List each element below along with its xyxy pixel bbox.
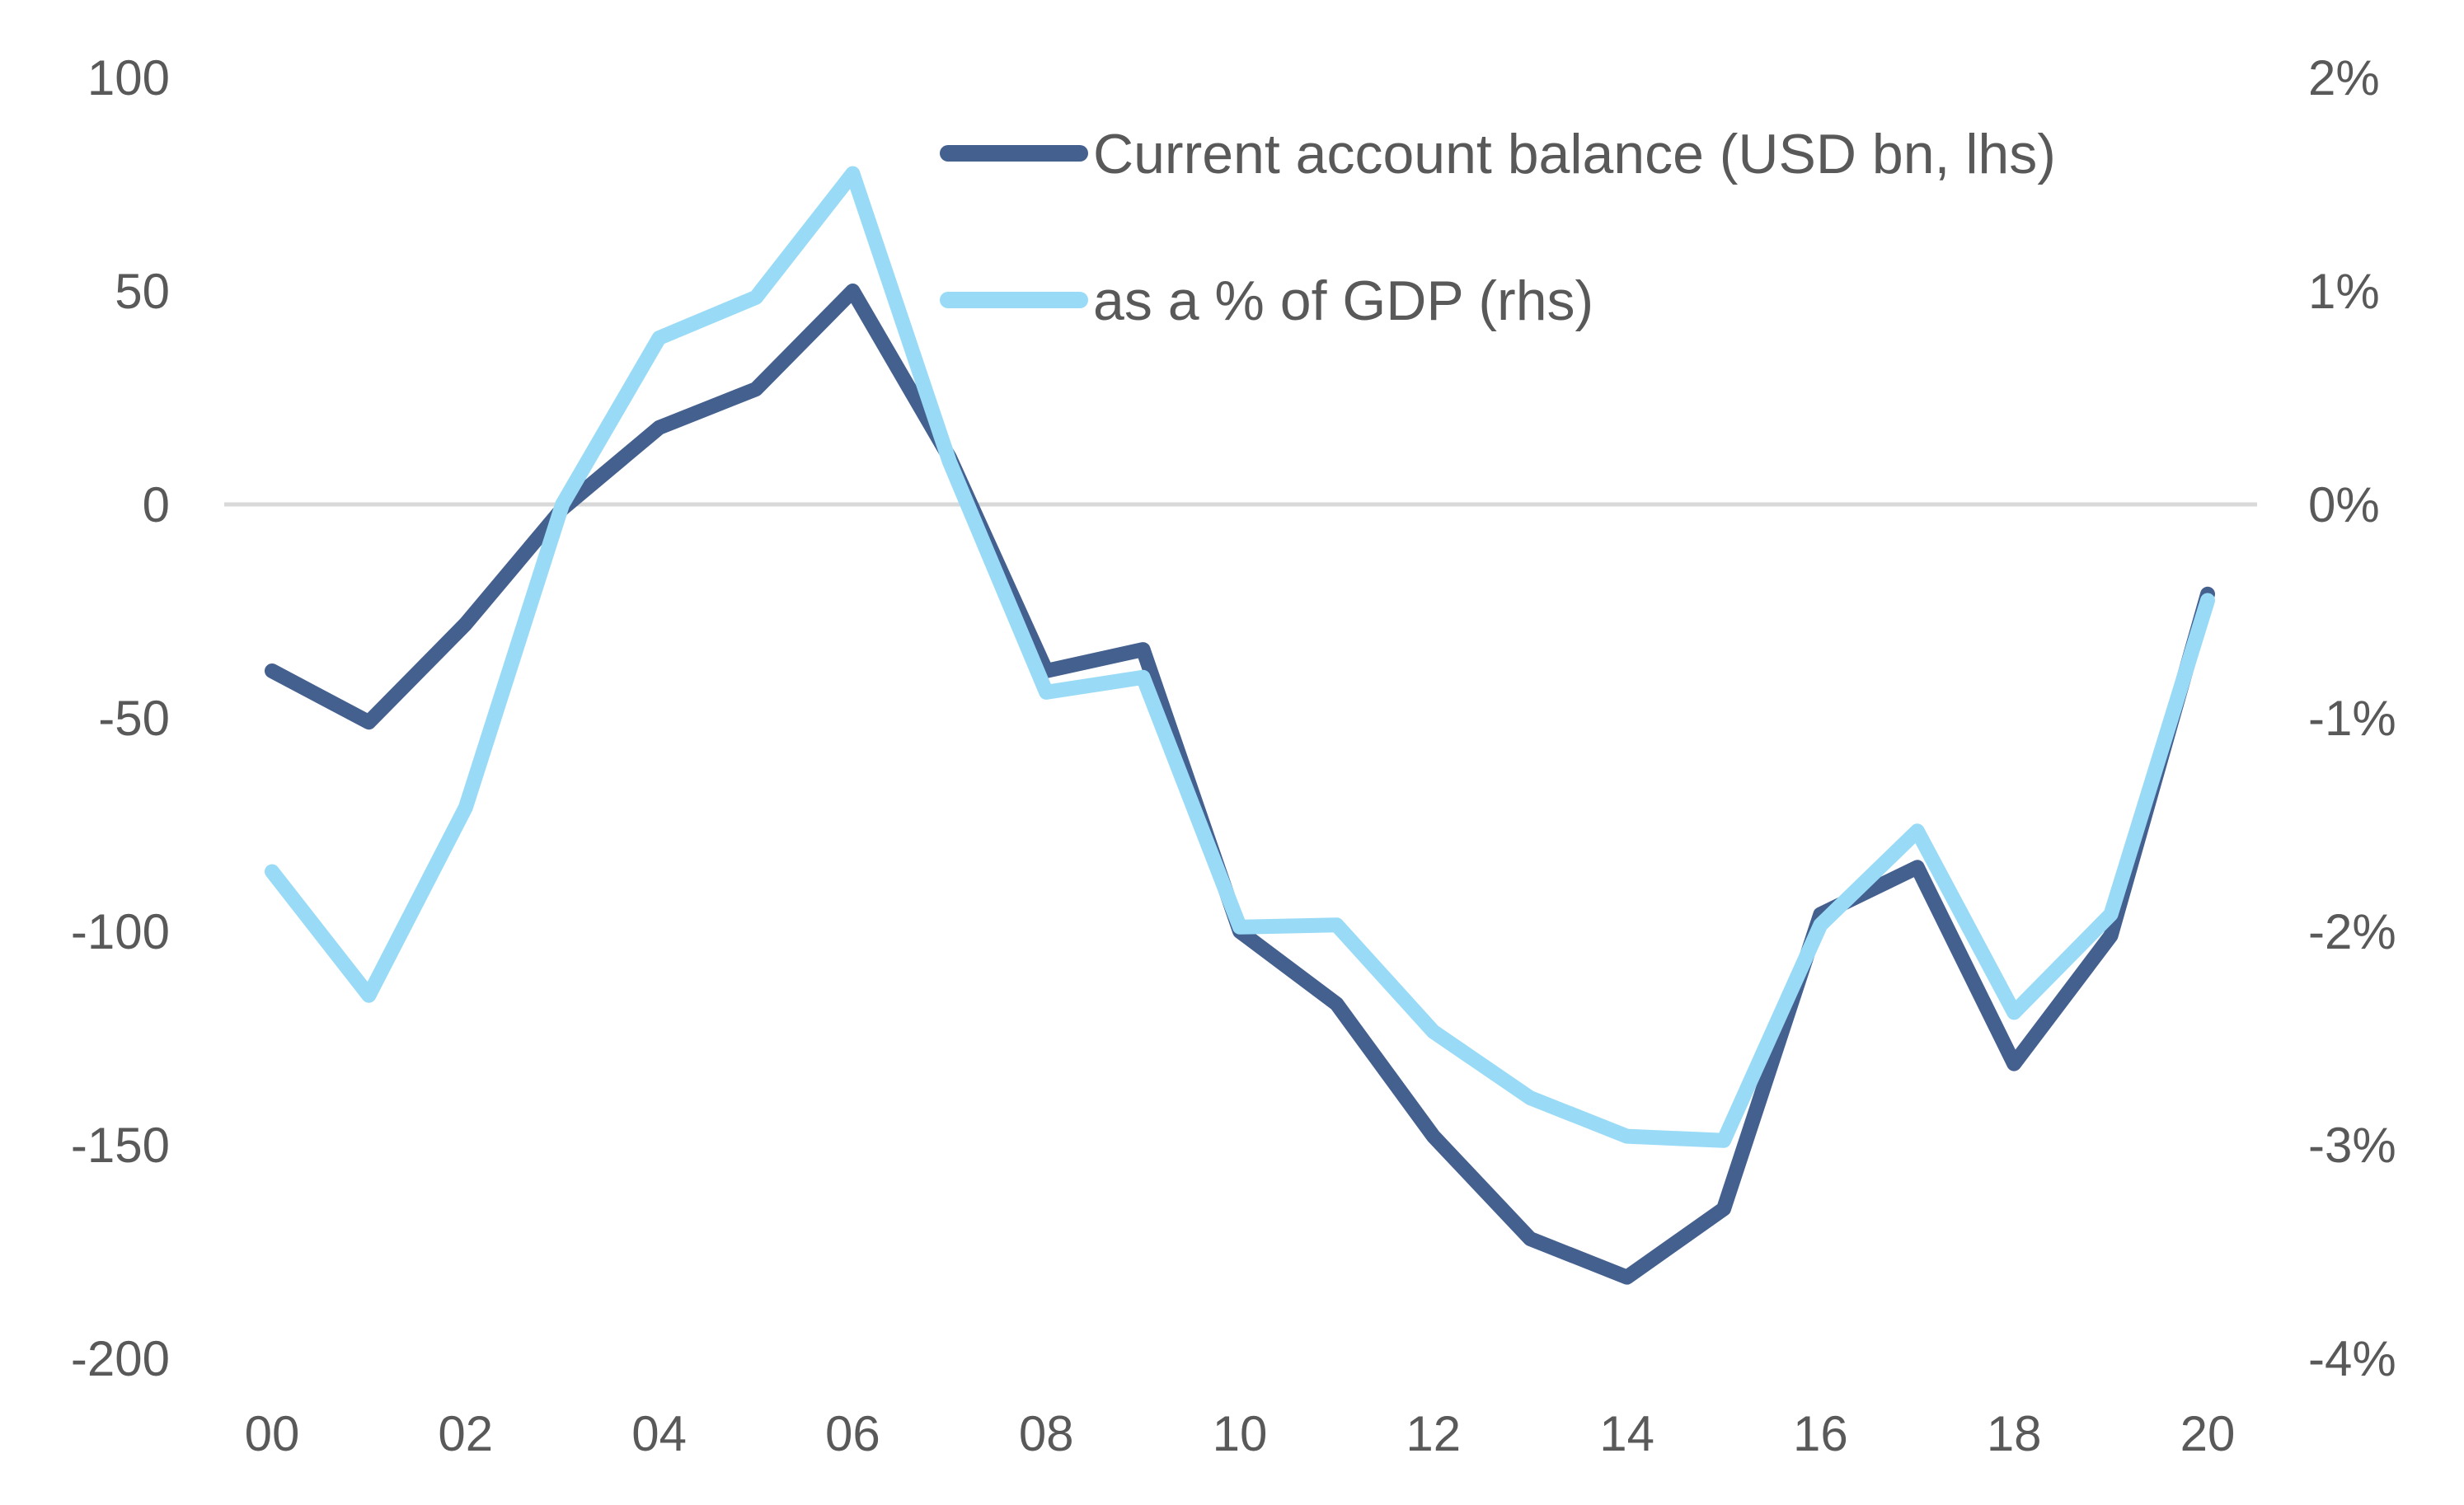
y-right-tick-label: -3% bbox=[2308, 1118, 2396, 1173]
y-axis-right: 2% 1% 0% -1% -2% -3% -4% bbox=[2308, 50, 2396, 1386]
y-left-tick-label: -150 bbox=[71, 1118, 170, 1173]
x-tick-label: 12 bbox=[1406, 1406, 1461, 1461]
x-axis: 00 02 04 06 08 10 12 14 16 18 20 bbox=[245, 1406, 2236, 1461]
series-line-current-account bbox=[265, 284, 2215, 1285]
y-left-tick-label: -100 bbox=[71, 904, 170, 959]
y-right-tick-label: -4% bbox=[2308, 1331, 2396, 1386]
y-left-tick-label: -200 bbox=[71, 1331, 170, 1386]
series-layer bbox=[265, 166, 2215, 1285]
legend: Current account balance (USD bn, lhs) as… bbox=[940, 123, 2056, 332]
y-right-tick-label: -1% bbox=[2308, 691, 2396, 746]
y-right-tick-label: -2% bbox=[2308, 904, 2396, 959]
series-line-gdp-share bbox=[265, 166, 2215, 1148]
y-left-tick-label: 0 bbox=[143, 477, 170, 532]
y-right-tick-label: 1% bbox=[2308, 264, 2380, 319]
y-right-tick-label: 2% bbox=[2308, 50, 2380, 105]
x-tick-label: 04 bbox=[631, 1406, 687, 1461]
x-tick-label: 00 bbox=[245, 1406, 300, 1461]
x-tick-label: 20 bbox=[2180, 1406, 2236, 1461]
x-tick-label: 10 bbox=[1213, 1406, 1268, 1461]
x-tick-label: 08 bbox=[1019, 1406, 1074, 1461]
y-axis-left: 100 50 0 -50 -100 -150 -200 bbox=[71, 50, 170, 1386]
y-left-tick-label: 50 bbox=[115, 264, 170, 319]
x-tick-label: 02 bbox=[438, 1406, 493, 1461]
legend-label-current-account: Current account balance (USD bn, lhs) bbox=[1093, 123, 2056, 185]
y-right-tick-label: 0% bbox=[2308, 477, 2380, 532]
y-left-tick-label: -50 bbox=[98, 691, 170, 746]
legend-label-gdp-share: as a % of GDP (rhs) bbox=[1093, 270, 1593, 332]
x-tick-label: 18 bbox=[1987, 1406, 2042, 1461]
x-tick-label: 06 bbox=[825, 1406, 880, 1461]
x-tick-label: 14 bbox=[1599, 1406, 1654, 1461]
x-tick-label: 16 bbox=[1793, 1406, 1848, 1461]
y-left-tick-label: 100 bbox=[87, 50, 170, 105]
